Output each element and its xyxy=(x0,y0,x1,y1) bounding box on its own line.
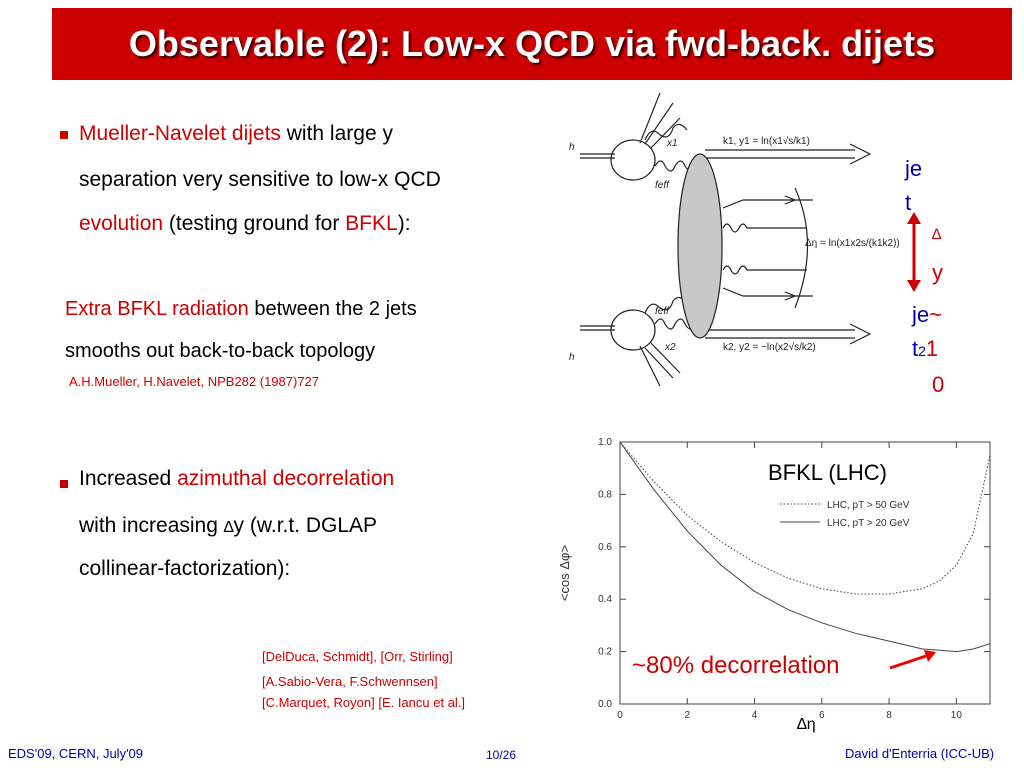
tilde: ~ xyxy=(929,302,942,327)
jet2-subscript: 2 xyxy=(918,343,926,359)
feff-label-top: feff xyxy=(655,180,670,191)
x-tick-label: 2 xyxy=(684,710,690,721)
bullet1-line2: separation very sensitive to low-x QCD xyxy=(79,168,441,191)
mueller-navelet-text: Mueller-Navelet dijets xyxy=(79,122,281,145)
delta-symbol: ∆ xyxy=(223,519,234,536)
footer-right: David d'Enterria (ICC-UB) xyxy=(845,746,995,761)
hadron-blob-top xyxy=(610,139,656,181)
legend-label-1: LHC, pT > 50 GeV xyxy=(827,500,910,511)
bullet-marker xyxy=(60,480,68,488)
bfkl-lhc-label: BFKL (LHC) xyxy=(768,460,887,485)
footer-left: EDS'09, CERN, July'09 xyxy=(8,746,144,761)
sub1-line2: smooths out back-to-back topology xyxy=(65,340,376,362)
delta-symbol: ∆ xyxy=(932,226,942,243)
bullet2-line2: with increasing ∆y (w.r.t. DGLAP xyxy=(79,514,377,538)
gluon-x2 xyxy=(654,318,703,330)
gluon-emission xyxy=(722,223,807,233)
bullet2-line2-post: y (w.r.t. DGLAP xyxy=(233,514,378,537)
extra-bfkl-text: Extra BFKL radiation xyxy=(65,298,249,320)
bullet2-line2-pre: with increasing xyxy=(79,514,224,537)
azimuthal-decorrelation-text: azimuthal decorrelation xyxy=(177,467,395,490)
y-axis-label: <cos Δφ> xyxy=(557,545,572,601)
rapidity-gap-bracket xyxy=(794,187,809,309)
h-label-top: h xyxy=(569,142,575,153)
bullet1-line3-mid: (testing ground for xyxy=(163,212,346,235)
mueller-navelet-diagram: h h x1 x2 feff feff k1, y1 = ln(x1√s/k1)… xyxy=(569,92,900,387)
plot-frame xyxy=(619,441,991,705)
series-line-1 xyxy=(619,441,991,595)
decorrelation-chart: 0 2 4 6 8 10 0.0 0.2 0.4 0.6 0.8 1.0 <cos Δφ> LHC, pT… xyxy=(557,437,991,721)
sub1-line1: Extra BFKL radiation between the 2 jets xyxy=(65,298,417,321)
jet2-label: je~ t21 xyxy=(912,302,942,361)
series-line-2 xyxy=(619,441,991,653)
x-tick-label: 8 xyxy=(886,710,892,721)
bullet2-line1: Increased azimuthal decorrelation xyxy=(79,467,394,491)
bullet1-line1: Mueller-Navelet dijets with large y xyxy=(79,122,393,146)
bullet1-line1-rest: with large y xyxy=(280,122,393,145)
bfkl-ladder-blob xyxy=(677,153,723,339)
bullet2-line3: collinear-factorization): xyxy=(79,557,291,580)
bullet1-line3-end: ): xyxy=(397,212,411,235)
reference-3: [C.Marquet, Royon] [E. Iancu et al.] xyxy=(262,695,466,710)
y-tick-label: 0.0 xyxy=(598,699,612,710)
digit-one: 1 xyxy=(925,336,939,361)
page-number: 10/26 xyxy=(486,748,517,762)
hadron-blob-bottom xyxy=(610,309,656,351)
x-tick-label: 6 xyxy=(819,710,825,721)
sub1-line1-rest: between the 2 jets xyxy=(248,298,417,320)
slide-title: Observable (2): Low-x QCD via fwd-back. … xyxy=(52,8,1012,80)
feff-label-bottom: feff xyxy=(655,306,670,317)
delta-y-arrow xyxy=(907,212,921,292)
y-tick-label: 0.4 xyxy=(598,594,612,605)
evolution-text: evolution xyxy=(79,212,164,235)
bfkl-text: BFKL xyxy=(345,212,398,235)
y-tick-label: 0.2 xyxy=(598,647,612,658)
y-label: y xyxy=(932,260,943,285)
y-tick-label: 0.6 xyxy=(598,542,612,553)
legend-label-2: LHC, pT > 20 GeV xyxy=(827,518,910,529)
x-tick-label: 0 xyxy=(617,710,623,721)
decorrelation-label: ~80% decorrelation xyxy=(632,652,840,679)
bullet-marker xyxy=(60,131,68,139)
jet1-label: je t xyxy=(905,156,923,215)
bullet1-line3: evolution (testing ground for BFKL): xyxy=(79,212,411,236)
mueller-navelet-reference: A.H.Mueller, H.Navelet, NPB282 (1987)727 xyxy=(69,374,320,389)
gluon-emission xyxy=(722,265,807,275)
x-tick-label: 4 xyxy=(752,710,758,721)
reference-1: [DelDuca, Schmidt], [Orr, Stirling] xyxy=(262,649,453,664)
h-label-bottom: h xyxy=(569,352,575,363)
y-tick-label: 0.8 xyxy=(598,489,612,500)
decorrelation-arrow xyxy=(889,650,936,670)
x1-label: x1 xyxy=(666,138,678,149)
x-axis-symbol: ∆η xyxy=(797,716,816,733)
reference-2: [A.Sabio-Vera, F.Schwennsen] xyxy=(262,674,438,689)
x2-label: x2 xyxy=(664,342,676,353)
k1-label: k1, y1 = ln(x1√s/k1) xyxy=(723,135,810,147)
bullet2-line1-start: Increased xyxy=(79,467,178,490)
k2-label: k2, y2 = −ln(x2√s/k2) xyxy=(723,341,816,353)
delta-eta-label: Δη = ln(x1x2s/(k1k2)) xyxy=(805,238,900,249)
y-tick-label: 1.0 xyxy=(598,437,612,448)
digit-zero: 0 xyxy=(932,372,945,397)
x-tick-label: 10 xyxy=(951,710,963,721)
